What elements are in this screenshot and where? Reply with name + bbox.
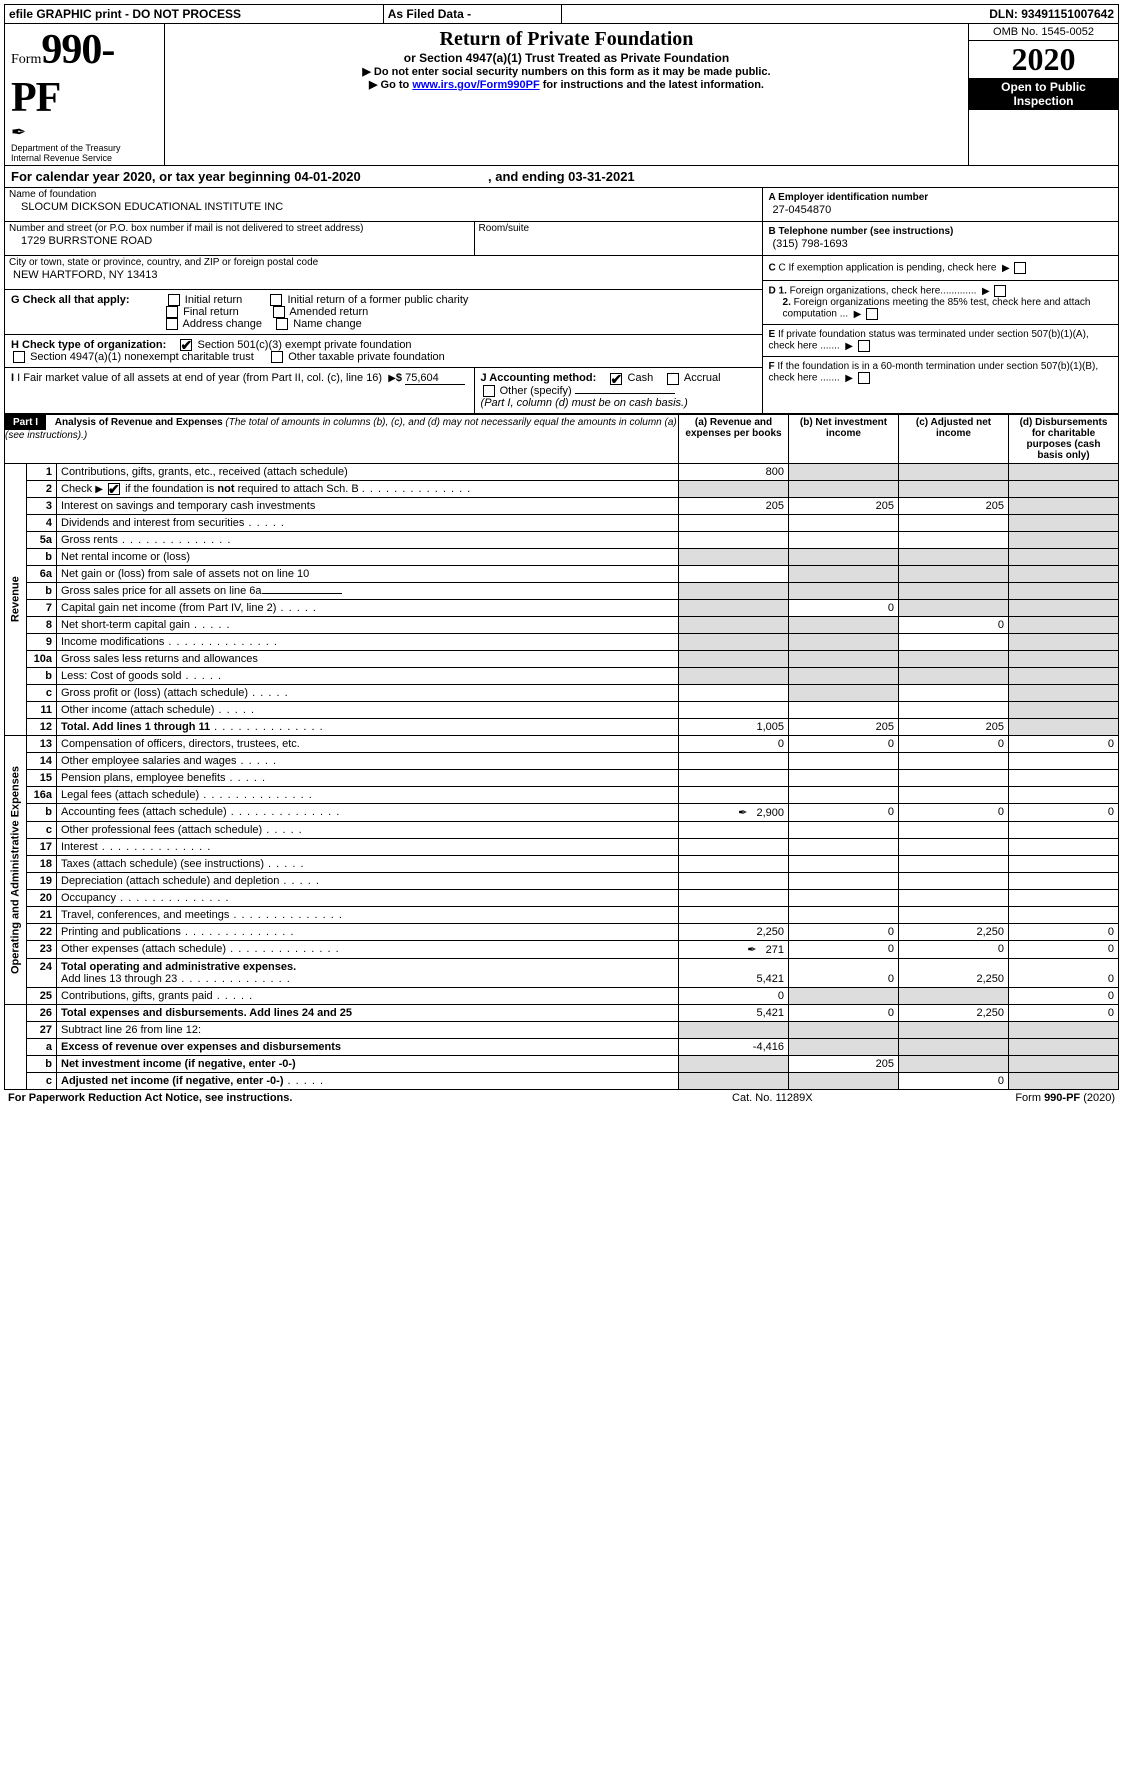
j-label: J Accounting method:: [481, 372, 597, 384]
ein-value: 27-0454870: [769, 203, 1112, 217]
attach-icon: ✒: [747, 944, 756, 956]
d1-label: Foreign organizations, check here.......…: [790, 286, 977, 297]
j-note: (Part I, column (d) must be on cash basi…: [481, 397, 688, 409]
e-label: If private foundation status was termina…: [769, 329, 1089, 352]
dln-label: DLN:: [989, 7, 1018, 21]
revenue-vertical-label: Revenue: [5, 463, 27, 735]
page-footer: For Paperwork Reduction Act Notice, see …: [4, 1090, 1119, 1106]
asfiled-label: As Filed Data -: [383, 5, 561, 24]
col-d-header: (d) Disbursements for charitable purpose…: [1009, 414, 1119, 463]
checkbox-e[interactable]: [858, 340, 870, 352]
part1-label: Part I: [5, 415, 46, 430]
checkbox-4947[interactable]: [13, 351, 25, 363]
h-label: H Check type of organization:: [11, 339, 166, 351]
address-label: Number and street (or P.O. box number if…: [9, 223, 470, 234]
c-label: C If exemption application is pending, c…: [779, 263, 997, 274]
checkbox-d1[interactable]: [994, 285, 1006, 297]
identification-block: Name of foundation SLOCUM DICKSON EDUCAT…: [4, 188, 1119, 414]
city-value: NEW HARTFORD, NY 13413: [9, 268, 758, 282]
form-instr2: ▶ Go to www.irs.gov/Form990PF for instru…: [173, 78, 960, 91]
checkbox-address-change[interactable]: [166, 318, 178, 330]
checkbox-other-taxable[interactable]: [271, 351, 283, 363]
address-value: 1729 BURRSTONE ROAD: [9, 234, 470, 248]
f-label: If the foundation is in a 60-month termi…: [769, 361, 1099, 384]
checkbox-cash[interactable]: [610, 373, 622, 385]
checkbox-amended-return[interactable]: [273, 306, 285, 318]
checkbox-final-return[interactable]: [166, 306, 178, 318]
col-b-header: (b) Net investment income: [789, 414, 899, 463]
col-a-header: (a) Revenue and expenses per books: [679, 414, 789, 463]
col-c-header: (c) Adjusted net income: [899, 414, 1009, 463]
checkbox-accrual[interactable]: [667, 373, 679, 385]
room-label: Room/suite: [474, 222, 761, 256]
i-label: I Fair market value of all assets at end…: [17, 372, 382, 384]
a-label: A Employer identification number: [769, 192, 929, 203]
checkbox-name-change[interactable]: [276, 318, 288, 330]
d2-label: Foreign organizations meeting the 85% te…: [783, 297, 1091, 320]
form-footer-label: Form 990-PF (2020): [873, 1090, 1119, 1106]
cat-number: Cat. No. 11289X: [671, 1090, 873, 1106]
g-label: G Check all that apply:: [11, 294, 130, 306]
omb-number: OMB No. 1545-0052: [969, 24, 1118, 41]
form-number: Form990-PF: [11, 26, 158, 122]
form-header: Form990-PF ✒ Department of the Treasury …: [4, 24, 1119, 166]
checkbox-initial-former[interactable]: [270, 294, 282, 306]
checkbox-501c3[interactable]: [180, 339, 192, 351]
name-label: Name of foundation: [9, 189, 758, 200]
pra-notice: For Paperwork Reduction Act Notice, see …: [4, 1090, 671, 1106]
checkbox-other-method[interactable]: [483, 385, 495, 397]
irs-link[interactable]: www.irs.gov/Form990PF: [412, 79, 539, 91]
attach-icon: ✒: [738, 807, 747, 819]
form-title: Return of Private Foundation: [173, 28, 960, 51]
checkbox-c[interactable]: [1014, 262, 1026, 274]
expenses-vertical-label: Operating and Administrative Expenses: [5, 735, 27, 1004]
part1-heading: Analysis of Revenue and Expenses: [49, 417, 223, 428]
row-2-desc: Check if the foundation is not required …: [57, 480, 679, 497]
top-bar: efile GRAPHIC print - DO NOT PROCESS As …: [4, 4, 1119, 24]
checkbox-sch-b[interactable]: [108, 483, 120, 495]
efile-label: efile GRAPHIC print - DO NOT PROCESS: [5, 5, 384, 24]
b-label: B Telephone number (see instructions): [769, 226, 954, 237]
checkbox-f[interactable]: [858, 372, 870, 384]
foundation-name: SLOCUM DICKSON EDUCATIONAL INSTITUTE INC: [9, 200, 758, 214]
city-label: City or town, state or province, country…: [9, 257, 758, 268]
checkbox-initial-return[interactable]: [168, 294, 180, 306]
form-instr1: ▶ Do not enter social security numbers o…: [173, 65, 960, 78]
phone-value: (315) 798-1693: [769, 237, 1112, 251]
form-subtitle: or Section 4947(a)(1) Trust Treated as P…: [173, 51, 960, 65]
irs-label: Internal Revenue Service: [11, 153, 158, 163]
fmv-value: 75,604: [405, 372, 465, 385]
open-to-public: Open to Public Inspection: [969, 78, 1118, 110]
dln-value: 93491151007642: [1021, 7, 1114, 21]
dept-treasury: Department of the Treasury: [11, 143, 158, 153]
checkbox-d2[interactable]: [866, 308, 878, 320]
tax-year: 2020: [969, 41, 1118, 78]
calendar-year-row: For calendar year 2020, or tax year begi…: [4, 166, 1119, 188]
part1-table: Part I Analysis of Revenue and Expenses …: [4, 414, 1119, 1090]
